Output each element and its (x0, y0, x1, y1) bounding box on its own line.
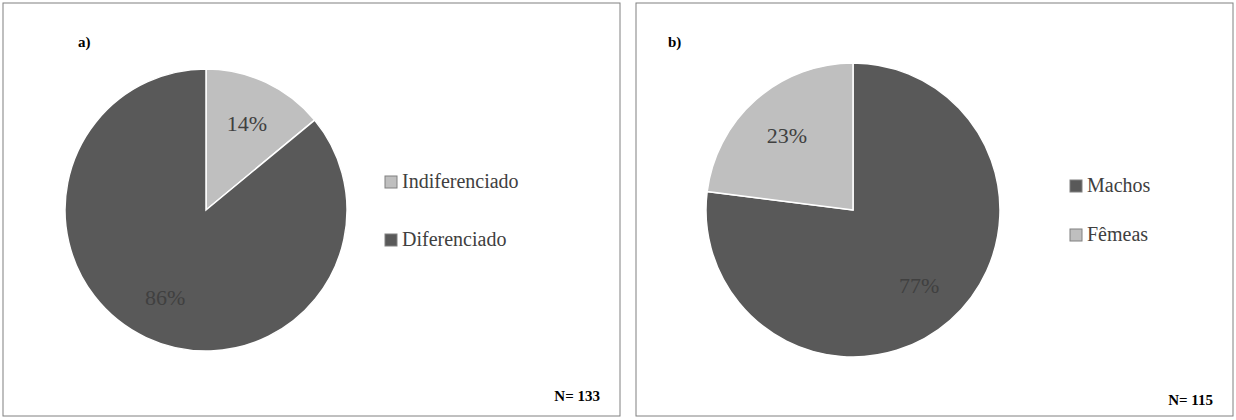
legend-swatch (385, 176, 397, 188)
legend-label: Machos (1087, 174, 1151, 196)
legend: Machos Fêmeas (1070, 174, 1151, 245)
legend-swatch (1070, 180, 1082, 192)
data-label: 23% (767, 123, 807, 148)
chart-title: b) (668, 34, 681, 51)
legend-label: Diferenciado (402, 228, 506, 250)
chart-svg: a) N= 133 14% 86% Indiferenciado Diferenciado… (0, 0, 1236, 420)
data-label: 86% (145, 285, 185, 310)
annotation: N= 133 (554, 388, 600, 404)
pie-slices (706, 63, 1000, 357)
legend-swatch (385, 234, 397, 246)
legend: Indiferenciado Diferenciado (385, 170, 519, 250)
panel-frame (3, 3, 620, 416)
pie-slice (706, 63, 1000, 357)
chart-panel: b) N= 115 77% 23% Machos Fêmeas (636, 3, 1233, 416)
legend-swatch (1070, 229, 1082, 241)
data-label: 77% (899, 273, 939, 298)
pie-slice (707, 63, 853, 210)
annotation: N= 115 (1168, 392, 1213, 408)
pie-slice (65, 69, 347, 351)
data-label: 14% (227, 111, 267, 136)
chart-panel: a) N= 133 14% 86% Indiferenciado Diferenciado (3, 3, 620, 416)
panel-frame (636, 3, 1233, 416)
pie-slices (65, 69, 347, 351)
chart-title: a) (78, 34, 91, 51)
pie-labels: 77% 23% (767, 123, 940, 298)
root: a) N= 133 14% 86% Indiferenciado Diferenciado… (0, 0, 1236, 420)
pie-labels: 14% 86% (145, 111, 267, 310)
legend-label: Fêmeas (1087, 223, 1148, 245)
legend-label: Indiferenciado (402, 170, 519, 192)
